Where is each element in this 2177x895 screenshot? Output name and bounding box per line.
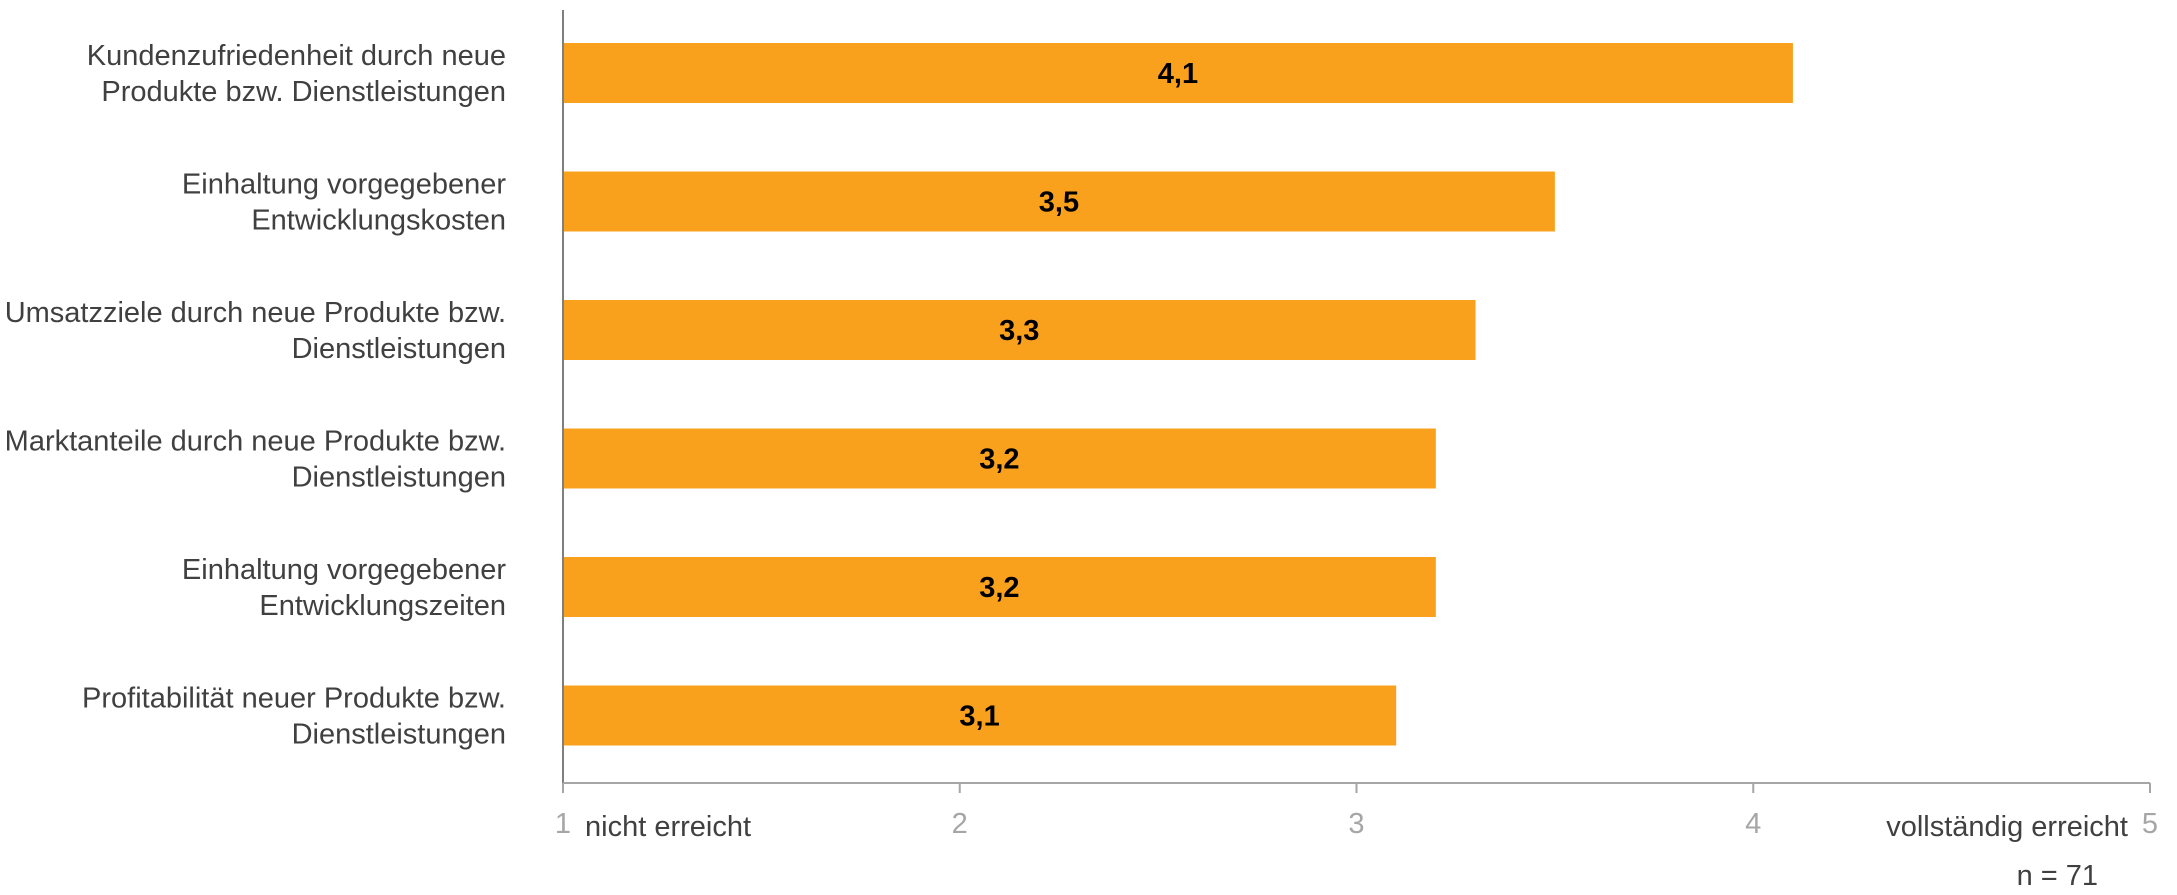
category-label-4: Marktanteile durch neue Produkte bzw. Die…: [5, 426, 506, 494]
axis-anchor-low-label: nicht erreicht: [585, 811, 751, 843]
category-labels: Kundenzufriedenheit durch neue Produkte b…: [5, 40, 507, 751]
x-tick-label-2: 2: [952, 808, 968, 840]
value-label-2: 3,5: [1039, 187, 1079, 219]
category-label-line: Einhaltung vorgegebener: [182, 169, 506, 201]
category-label-line: Entwicklungszeiten: [259, 590, 506, 622]
category-label-line: Dienstleistungen: [292, 462, 506, 494]
value-label-3: 3,3: [999, 315, 1039, 347]
bars-layer: [563, 43, 1793, 746]
category-label-2: Einhaltung vorgegebener Entwicklungskoste…: [182, 169, 506, 237]
bar-6: [563, 685, 1397, 746]
value-label-5: 3,2: [979, 572, 1019, 604]
bar-4: [563, 428, 1436, 489]
category-label-line: Kundenzufriedenheit durch neue: [87, 40, 506, 72]
bar-1: [563, 43, 1793, 103]
category-label-line: Produkte bzw. Dienstleistungen: [101, 76, 506, 108]
category-label-line: Dienstleistungen: [292, 333, 506, 365]
x-tick-label-1: 1: [555, 808, 571, 840]
x-tick-label-4: 4: [1745, 808, 1761, 840]
bar-2: [563, 171, 1555, 232]
bar-3: [563, 300, 1476, 360]
bar-5: [563, 557, 1436, 617]
x-tick-label-5: 5: [2142, 808, 2158, 840]
category-label-line: Umsatzziele durch neue Produkte bzw.: [5, 297, 506, 329]
category-label-3: Umsatzziele durch neue Produkte bzw. Dien…: [5, 297, 506, 365]
category-label-line: Profitabilität neuer Produkte bzw.: [82, 683, 506, 715]
value-label-6: 3,1: [959, 701, 999, 733]
category-label-line: Marktanteile durch neue Produkte bzw.: [5, 426, 506, 458]
x-tick-label-3: 3: [1348, 808, 1364, 840]
x-axis: 1 2 3 4 5: [555, 10, 2158, 840]
value-label-4: 3,2: [979, 444, 1019, 476]
value-labels: 4,1 3,5 3,3 3,2 3,2 3,1: [959, 58, 1198, 733]
category-label-line: Einhaltung vorgegebener: [182, 554, 506, 586]
sample-size-note: n = 71: [2017, 860, 2098, 892]
value-label-1: 4,1: [1158, 58, 1198, 90]
category-label-6: Profitabilität neuer Produkte bzw. Dienst…: [82, 683, 506, 751]
category-label-line: Dienstleistungen: [292, 719, 506, 751]
category-label-5: Einhaltung vorgegebener Entwicklungszeite…: [182, 554, 506, 622]
axis-anchor-high-label: vollständig erreicht: [1886, 811, 2128, 843]
category-label-line: Entwicklungskosten: [251, 205, 506, 237]
category-label-1: Kundenzufriedenheit durch neue Produkte b…: [87, 40, 506, 108]
